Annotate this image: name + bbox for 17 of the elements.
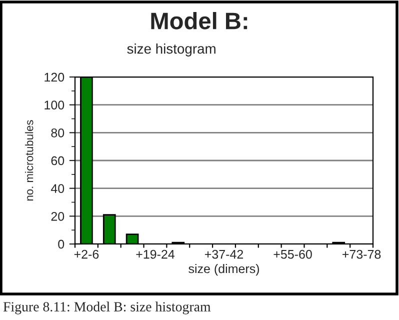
x-axis-title: size (dimers) — [188, 264, 259, 276]
x-tick-label: +37-42 — [204, 250, 244, 259]
y-tick-label: 120 — [44, 72, 64, 82]
chart-title: Model B: — [151, 12, 248, 30]
y-tick-label: 0 — [58, 240, 64, 249]
caption: Figure 8.11: Model B: size histogram — [3, 302, 211, 314]
x-tick-label: +73-78 — [342, 250, 381, 259]
y-tick-label: 80 — [51, 128, 64, 138]
y-axis-title: no. microtubules — [25, 120, 34, 201]
y-tick-label: 40 — [50, 184, 64, 193]
x-tick-label: +19-24 — [136, 250, 174, 259]
y-tick-label: 20 — [51, 212, 64, 221]
y-tick-label: 60 — [51, 156, 64, 166]
y-tick-label: 100 — [44, 100, 64, 110]
chart-subtitle: size histogram — [127, 44, 216, 56]
x-tick-label: +2-6 — [74, 250, 99, 259]
x-tick-label: +55-60 — [274, 250, 312, 259]
